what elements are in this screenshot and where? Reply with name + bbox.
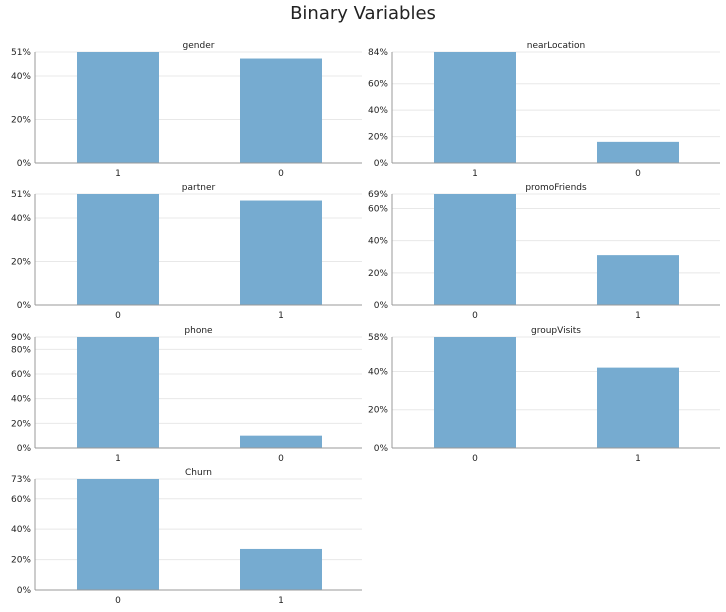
y-tick-label: 20% bbox=[368, 133, 388, 143]
subplot-promoFriends: 0 1 0% 20% 40% 60% 69% promoFriends bbox=[368, 183, 720, 321]
bar-nearLocation-1 bbox=[434, 52, 516, 163]
y-tick-label: 80% bbox=[11, 345, 31, 355]
y-tick-label: 40% bbox=[368, 367, 388, 377]
y-tick-label: 73% bbox=[11, 475, 31, 485]
x-tick-label: 1 bbox=[635, 311, 641, 321]
y-tick-label: 0% bbox=[17, 159, 32, 169]
subplot-title: phone bbox=[184, 326, 213, 336]
y-tick-label: 20% bbox=[11, 257, 31, 267]
y-tick-label: 20% bbox=[11, 115, 31, 125]
bar-Churn-0 bbox=[77, 479, 159, 590]
y-tick-label: 40% bbox=[368, 106, 388, 116]
y-tick-label: 0% bbox=[17, 586, 32, 596]
bar-gender-0 bbox=[240, 58, 322, 163]
y-tick-label: 40% bbox=[11, 525, 31, 535]
y-tick-label: 60% bbox=[11, 370, 31, 380]
x-tick-label: 0 bbox=[472, 454, 478, 464]
y-tick-label: 51% bbox=[11, 48, 31, 58]
y-tick-label: 40% bbox=[11, 72, 31, 82]
y-tick-label: 60% bbox=[11, 495, 31, 505]
x-tick-label: 1 bbox=[278, 311, 284, 321]
subplot-title: Churn bbox=[185, 468, 212, 478]
bar-phone-1 bbox=[77, 337, 159, 448]
y-tick-label: 20% bbox=[11, 419, 31, 429]
y-tick-label: 0% bbox=[374, 301, 389, 311]
bar-phone-0 bbox=[240, 435, 322, 448]
y-tick-label: 58% bbox=[368, 333, 388, 343]
x-tick-label: 1 bbox=[278, 596, 284, 606]
y-tick-label: 0% bbox=[374, 159, 389, 169]
bar-partner-0 bbox=[77, 194, 159, 305]
subplot-title: gender bbox=[183, 41, 215, 51]
subplot-title: nearLocation bbox=[527, 41, 586, 51]
y-tick-label: 40% bbox=[11, 395, 31, 405]
x-tick-label: 0 bbox=[472, 311, 478, 321]
y-tick-label: 0% bbox=[17, 301, 32, 311]
bar-Churn-1 bbox=[240, 548, 322, 590]
y-tick-label: 90% bbox=[11, 333, 31, 343]
x-tick-label: 0 bbox=[115, 311, 121, 321]
subplot-phone: 1 0 0% 20% 40% 60% 80% 90% phone bbox=[11, 326, 362, 464]
subplot-partner: 0 1 0% 20% 40% 51% partner bbox=[11, 183, 362, 321]
y-tick-label: 0% bbox=[374, 444, 389, 454]
x-tick-label: 0 bbox=[115, 596, 121, 606]
bar-gender-1 bbox=[77, 52, 159, 163]
subplot-gender: 1 0 0% 20% 40% 51% gender bbox=[11, 41, 362, 179]
y-tick-label: 20% bbox=[11, 556, 31, 566]
subplot-nearLocation: 1 0 0% 20% 40% 60% 84% nearLocation bbox=[368, 41, 720, 179]
subplot-Churn: 0 1 0% 20% 40% 60% 73% Churn bbox=[11, 468, 362, 606]
bar-groupVisits-0 bbox=[434, 337, 516, 448]
y-tick-label: 0% bbox=[17, 444, 32, 454]
x-tick-label: 1 bbox=[472, 169, 478, 179]
bar-promoFriends-0 bbox=[434, 194, 516, 305]
bar-promoFriends-1 bbox=[597, 255, 679, 305]
y-tick-label: 69% bbox=[368, 190, 388, 200]
bar-partner-1 bbox=[240, 200, 322, 305]
subplot-groupVisits: 0 1 0% 20% 40% 58% groupVisits bbox=[368, 326, 720, 464]
figure-title: Binary Variables bbox=[290, 3, 436, 24]
y-tick-label: 51% bbox=[11, 190, 31, 200]
y-tick-label: 60% bbox=[368, 204, 388, 214]
y-tick-label: 20% bbox=[368, 406, 388, 416]
x-tick-label: 0 bbox=[635, 169, 641, 179]
x-tick-label: 1 bbox=[635, 454, 641, 464]
y-tick-label: 84% bbox=[368, 48, 388, 58]
subplot-title: promoFriends bbox=[525, 183, 587, 193]
x-tick-label: 0 bbox=[278, 454, 284, 464]
subplot-title: partner bbox=[182, 183, 216, 193]
y-tick-label: 60% bbox=[368, 80, 388, 90]
subplot-title: groupVisits bbox=[531, 326, 581, 336]
x-tick-label: 0 bbox=[278, 169, 284, 179]
x-tick-label: 1 bbox=[115, 454, 121, 464]
y-tick-label: 20% bbox=[368, 269, 388, 279]
bar-nearLocation-0 bbox=[597, 141, 679, 163]
bar-groupVisits-1 bbox=[597, 367, 679, 448]
y-tick-label: 40% bbox=[11, 214, 31, 224]
x-tick-label: 1 bbox=[115, 169, 121, 179]
y-tick-label: 40% bbox=[368, 237, 388, 247]
